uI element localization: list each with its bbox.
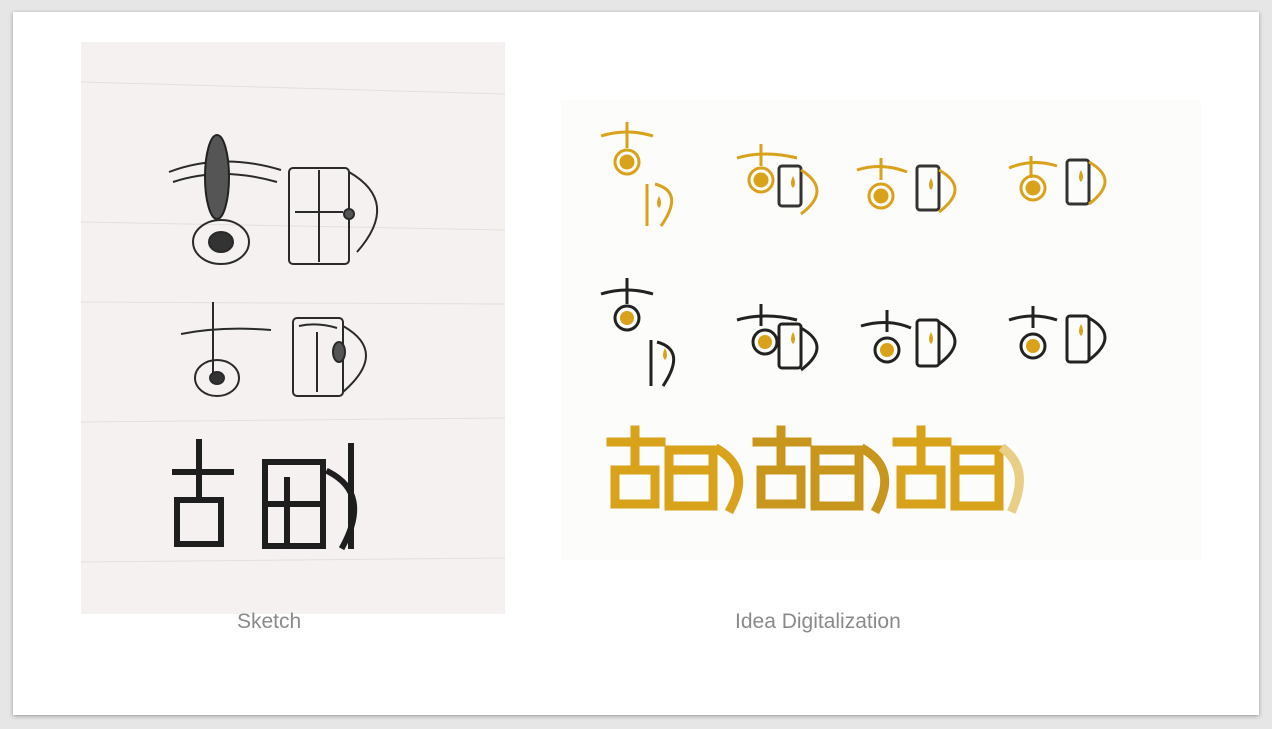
sketch-image (81, 42, 505, 614)
idea-digitalization-caption: Idea Digitalization (735, 610, 901, 633)
logo-row-1 (600, 122, 1107, 227)
logo-row-2 (600, 278, 1107, 387)
slide: Sketch Idea Digitalization (13, 12, 1259, 715)
sketch-caption: Sketch (237, 610, 302, 633)
sketch-drawing (81, 81, 505, 563)
wordmark-row (606, 425, 1024, 515)
digitalization-image (561, 100, 1201, 560)
logo-variants (600, 122, 1107, 515)
